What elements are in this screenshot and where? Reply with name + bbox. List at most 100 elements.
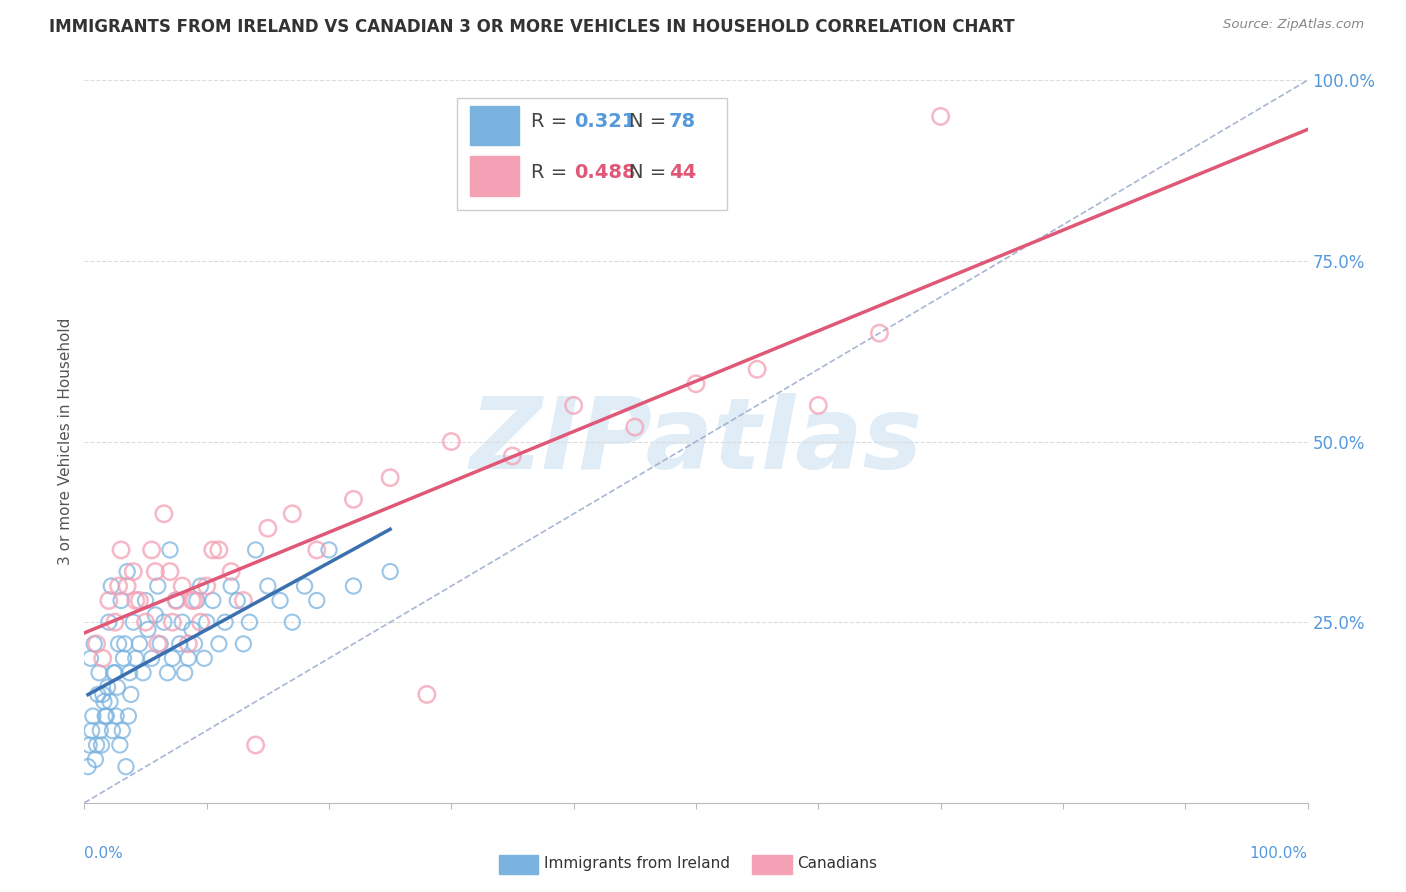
Point xyxy=(83,637,105,651)
Point xyxy=(135,593,157,607)
Point xyxy=(153,507,176,521)
Point xyxy=(105,680,128,694)
Point xyxy=(115,579,138,593)
Point xyxy=(77,760,100,774)
Point xyxy=(190,579,212,593)
Text: 100.0%: 100.0% xyxy=(1250,847,1308,861)
Point xyxy=(172,579,194,593)
Point xyxy=(195,615,218,630)
Point xyxy=(177,651,200,665)
Text: Source: ZipAtlas.com: Source: ZipAtlas.com xyxy=(1223,18,1364,31)
Point xyxy=(195,579,218,593)
Point xyxy=(103,665,125,680)
Point xyxy=(342,579,364,593)
Point xyxy=(807,398,830,412)
Point xyxy=(193,651,215,665)
Point xyxy=(201,593,224,607)
Point xyxy=(219,579,242,593)
Point xyxy=(132,665,155,680)
Point xyxy=(118,665,141,680)
Point xyxy=(245,738,267,752)
Point xyxy=(929,109,952,123)
Point xyxy=(162,615,184,630)
Point xyxy=(89,723,111,738)
Point xyxy=(111,723,134,738)
Point xyxy=(685,376,707,391)
Point xyxy=(416,687,439,701)
Point xyxy=(82,709,104,723)
Point xyxy=(141,651,163,665)
Point xyxy=(97,593,120,607)
Text: R =: R = xyxy=(531,112,574,131)
Point xyxy=(159,565,181,579)
Point xyxy=(305,542,328,557)
Text: Immigrants from Ireland: Immigrants from Ireland xyxy=(544,856,730,871)
Point xyxy=(294,579,316,593)
Point xyxy=(181,593,204,607)
Text: Canadians: Canadians xyxy=(797,856,877,871)
Point xyxy=(281,507,304,521)
Point xyxy=(115,760,138,774)
Point xyxy=(141,542,163,557)
Point xyxy=(135,615,157,630)
Point xyxy=(146,579,169,593)
Point xyxy=(257,579,280,593)
Point xyxy=(91,687,114,701)
Point xyxy=(120,687,142,701)
Point xyxy=(84,752,107,766)
Point xyxy=(208,637,231,651)
Point xyxy=(172,615,194,630)
Point xyxy=(128,637,150,651)
Point xyxy=(208,542,231,557)
Point xyxy=(143,565,166,579)
Point xyxy=(87,687,110,701)
Point xyxy=(156,665,179,680)
Text: R =: R = xyxy=(531,163,574,182)
Point xyxy=(201,542,224,557)
Point xyxy=(105,709,128,723)
Text: 0.321: 0.321 xyxy=(574,112,636,131)
Text: N =: N = xyxy=(628,112,672,131)
Point xyxy=(562,398,585,412)
Point xyxy=(165,593,187,607)
Text: N =: N = xyxy=(628,163,672,182)
Point xyxy=(100,579,122,593)
Point xyxy=(173,665,195,680)
Point xyxy=(342,492,364,507)
Point xyxy=(177,637,200,651)
Point xyxy=(110,593,132,607)
Point xyxy=(318,542,340,557)
Point xyxy=(380,565,402,579)
Point xyxy=(79,651,101,665)
Point xyxy=(143,607,166,622)
Point xyxy=(125,593,148,607)
Point xyxy=(162,651,184,665)
Point xyxy=(110,542,132,557)
Point xyxy=(169,637,191,651)
Point xyxy=(101,723,124,738)
Point xyxy=(112,651,135,665)
Point xyxy=(245,542,267,557)
Point xyxy=(232,593,254,607)
Point xyxy=(122,565,145,579)
Point xyxy=(94,709,117,723)
Point xyxy=(91,651,114,665)
Point xyxy=(380,471,402,485)
FancyBboxPatch shape xyxy=(457,98,727,211)
Point xyxy=(77,738,100,752)
Point xyxy=(190,615,212,630)
Point xyxy=(226,593,249,607)
Point xyxy=(96,709,118,723)
FancyBboxPatch shape xyxy=(470,156,519,196)
Point xyxy=(104,665,127,680)
Point xyxy=(183,637,205,651)
Point xyxy=(186,593,208,607)
Point xyxy=(232,637,254,651)
Point xyxy=(86,738,108,752)
Point xyxy=(159,542,181,557)
Point xyxy=(115,565,138,579)
Point xyxy=(440,434,463,449)
Text: ZIPatlas: ZIPatlas xyxy=(470,393,922,490)
Point xyxy=(93,695,115,709)
Point xyxy=(165,593,187,607)
